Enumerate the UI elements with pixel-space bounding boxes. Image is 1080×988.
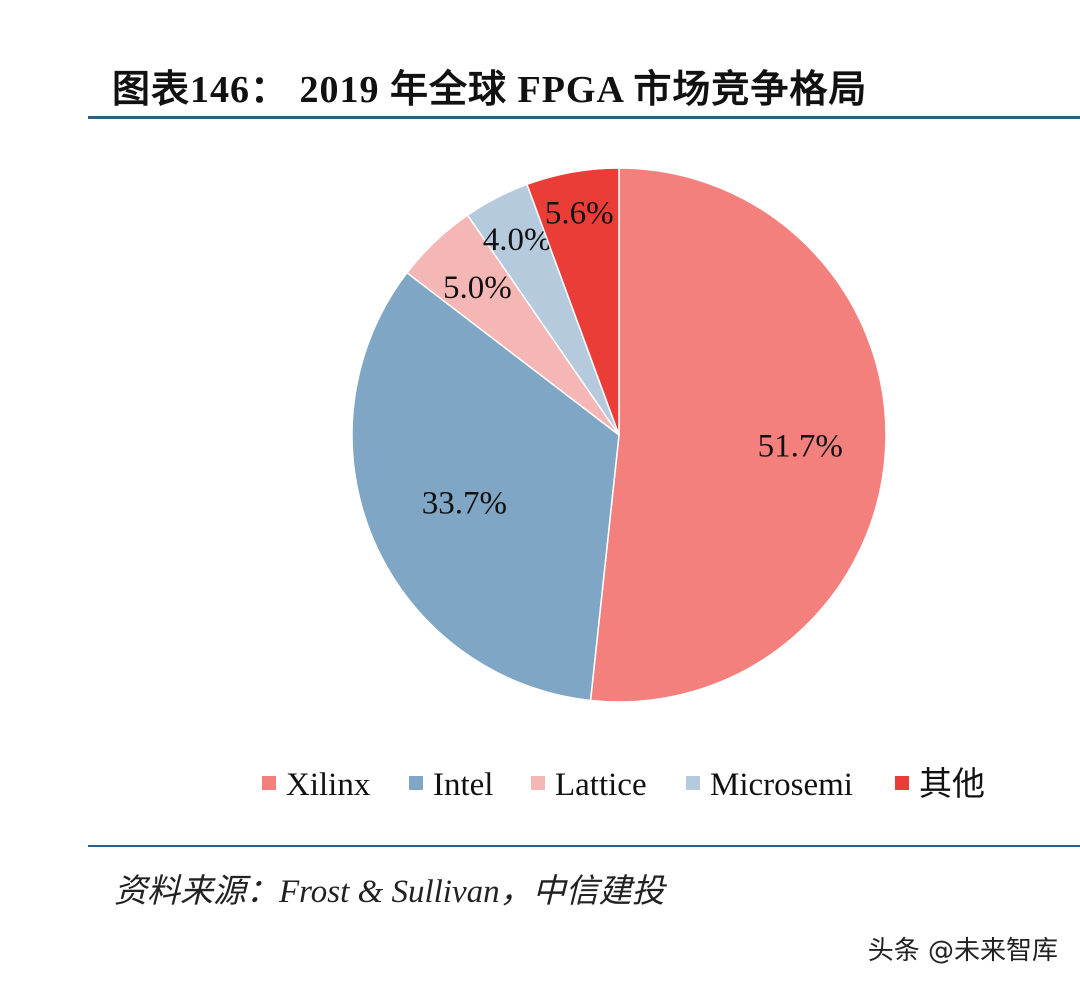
- watermark: 头条 @未来智库: [867, 936, 1058, 966]
- legend-label-2: Intel: [433, 767, 493, 803]
- pie-slice-5: [526, 167, 620, 436]
- data-label-5: 5.6%: [545, 196, 614, 232]
- legend-swatch-1: [262, 776, 276, 790]
- legend-label-4: Microsemi: [710, 767, 853, 803]
- data-label-1: 51.7%: [758, 429, 843, 465]
- legend-label-3: Lattice: [555, 767, 647, 803]
- legend-label-1: Xilinx: [286, 767, 371, 803]
- legend-item-2: Intel: [409, 767, 493, 803]
- legend-swatch-4: [686, 776, 700, 790]
- legend-swatch-2: [409, 776, 423, 790]
- legend-item-3: Lattice: [531, 767, 647, 803]
- legend-item-1: Xilinx: [262, 767, 371, 803]
- legend-item-5: 其他: [895, 766, 985, 803]
- data-label-4: 4.0%: [483, 222, 552, 258]
- legend-label-5: 其他: [919, 766, 985, 803]
- legend-swatch-3: [531, 776, 545, 790]
- pie-slice-1: [589, 167, 887, 703]
- source-divider: [88, 845, 1080, 847]
- pie-slice-2: [351, 271, 620, 702]
- data-label-3: 5.0%: [443, 270, 512, 306]
- title-divider: [88, 116, 1080, 119]
- source-note: 资料来源：Frost & Sullivan，中信建投: [114, 874, 665, 910]
- legend-swatch-5: [895, 776, 909, 790]
- data-label-2: 33.7%: [422, 485, 507, 521]
- legend-item-4: Microsemi: [686, 767, 853, 803]
- chart-title: 图表146： 2019 年全球 FPGA 市场竞争格局: [112, 69, 868, 111]
